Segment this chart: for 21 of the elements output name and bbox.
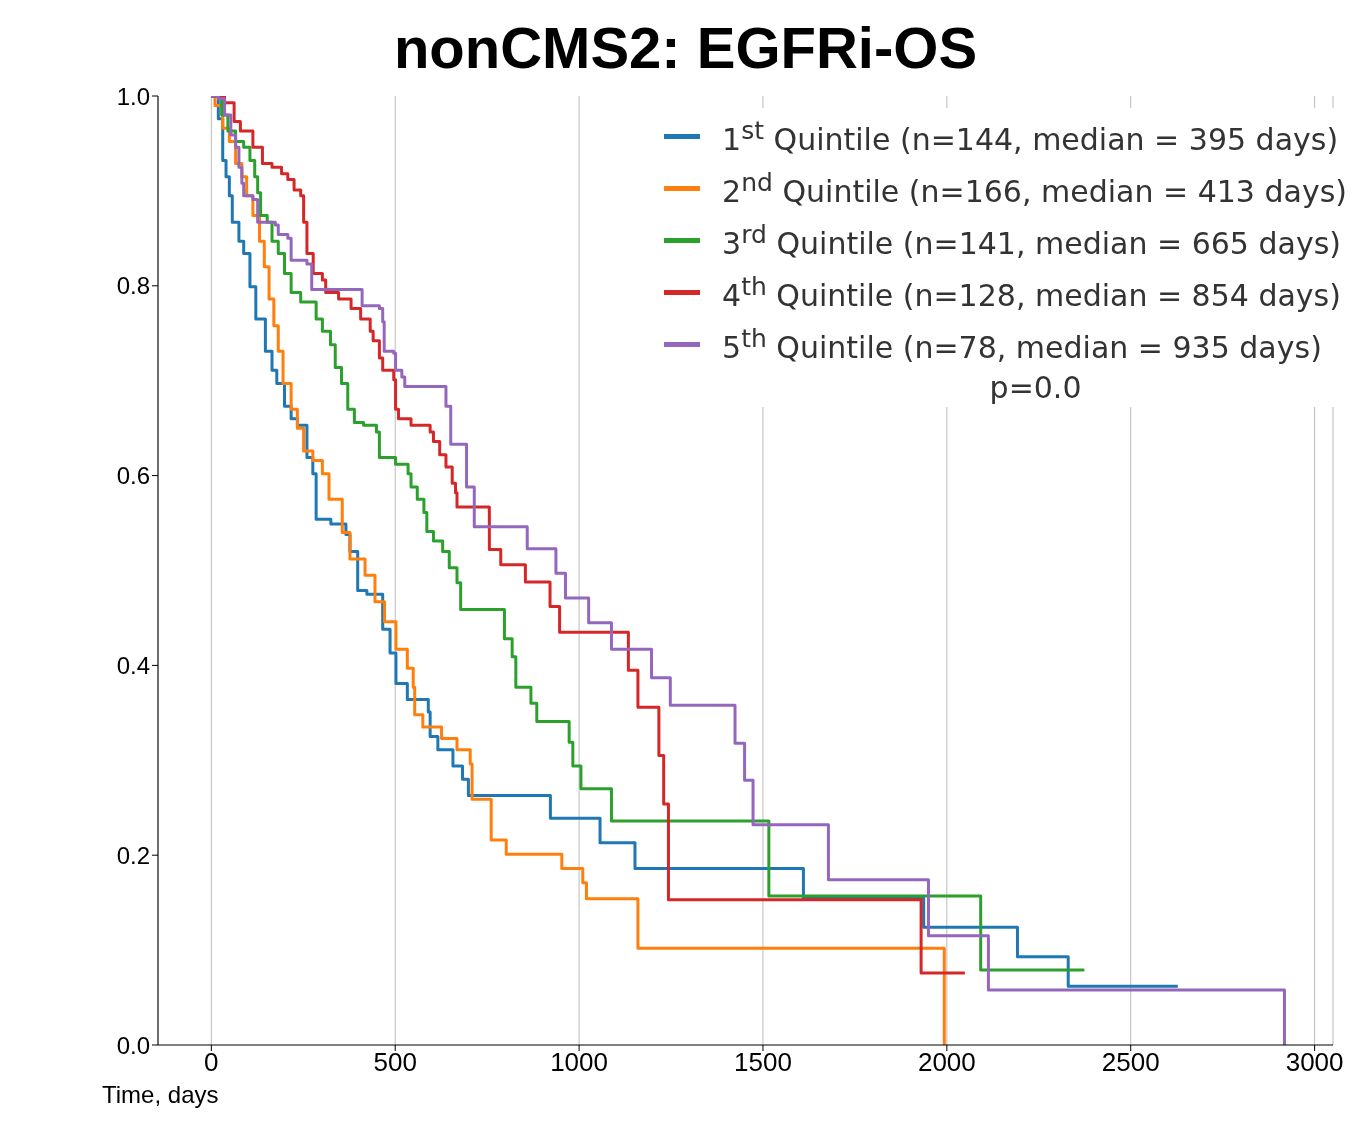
x-tick-label: 2000 [917,1047,976,1078]
legend-label: 5$^{th}$ Quintile (n=78, median = 935 days) [722,323,1322,365]
legend-label: 1$^{st}$ Quintile (n=144, median = 395 days) [722,115,1339,157]
y-tick-label: 0.0 [116,1031,150,1059]
x-tick-label: 1500 [734,1047,792,1078]
x-tick-label: 3000 [1285,1047,1344,1078]
x-tick-label: 1000 [550,1047,609,1078]
annotation: p=0.0 [988,370,1083,405]
y-tick-label: 0.8 [116,272,150,300]
x-axis-title: Time, days [102,1081,219,1108]
x-tick-label: 0 [204,1047,219,1078]
y-tick-label: 1.0 [116,82,150,110]
y-tick-label: 0.4 [116,651,150,679]
chart-title: nonCMS2: EGFRi-OS [393,15,978,80]
x-tick-label: 500 [373,1047,417,1078]
x-tick-label: 2500 [1101,1047,1160,1078]
legend-label: 2$^{nd}$ Quintile (n=166, median = 413 days) [722,167,1347,209]
legend-label: 3$^{rd}$ Quintile (n=141, median = 665 days) [722,219,1341,261]
y-tick-label: 0.6 [116,462,150,490]
legend-label: 4$^{th}$ Quintile (n=128, median = 854 days) [722,271,1341,313]
y-tick-label: 0.2 [116,841,150,869]
